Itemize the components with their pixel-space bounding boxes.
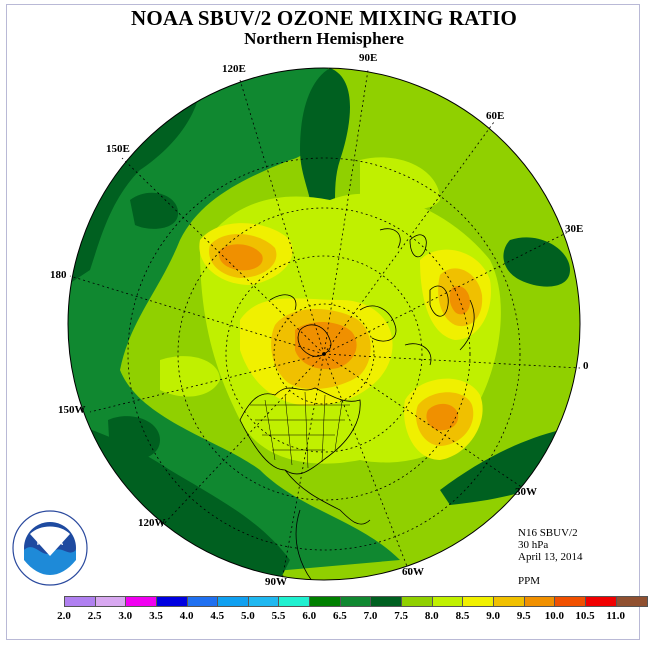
colorbar-swatch	[310, 597, 341, 606]
map-title: NOAA SBUV/2 OZONE MIXING RATIO	[131, 6, 517, 30]
colorbar-swatch	[555, 597, 586, 606]
colorbar-swatch	[585, 597, 617, 606]
date-label: April 13, 2014	[518, 551, 583, 563]
ozone-band-9-5-center	[295, 321, 357, 370]
colorbar-swatch	[340, 597, 372, 606]
colorbar-tick-label: 10.0	[544, 610, 565, 622]
map-subtitle: Northern Hemisphere	[244, 29, 404, 48]
colorbar-tick-label: 2.0	[57, 610, 71, 622]
lon-label-120e: 120E	[222, 63, 246, 75]
colorbar-tick-label: 5.0	[241, 610, 255, 622]
ozone-band-7-0-d	[503, 237, 570, 287]
colorbar-swatch	[371, 597, 403, 606]
svg-text:NOAA: NOAA	[37, 537, 64, 547]
ozone-band-9-5-b	[219, 244, 263, 271]
lon-label-90w: 90W	[265, 576, 287, 588]
colorbar-tick-label: 6.5	[332, 610, 347, 622]
ozone-band-7-0-h	[108, 416, 160, 460]
colorbar-tick-label: 10.5	[575, 610, 595, 622]
ozone-band-7-0-i	[130, 192, 179, 229]
colorbar-tick-label: 2.5	[87, 610, 102, 622]
us-state-borders	[250, 391, 350, 469]
lon-label-30w: 30W	[515, 486, 537, 498]
colorbar-tick-label: 4.5	[210, 610, 225, 622]
colorbar-swatch	[616, 597, 648, 606]
colorbar-tick-label: 3.0	[118, 610, 133, 622]
ozone-band-8-0-b	[360, 157, 440, 210]
colorbar-tick-label: 7.5	[394, 610, 409, 622]
colorbar-tick-label: 3.5	[149, 610, 163, 622]
colorbar-ticks: 2.0 2.5 3.0 3.5 4.0 4.5 5.0 5.5 6.0 6.5 7.0 7.5 8.0 8…	[0, 610, 648, 624]
ozone-band-9-5-d	[426, 403, 459, 431]
colorbar-tick-label: 7.0	[363, 610, 378, 622]
lon-label-90e: 90E	[359, 52, 378, 64]
colorbar-swatch	[463, 597, 494, 606]
colorbar-swatch	[248, 597, 280, 606]
lon-label-150w: 150W	[58, 404, 86, 416]
colorbar-tick-label: 8.0	[424, 610, 439, 622]
colorbar-tick-label: 8.5	[455, 610, 470, 622]
ozone-band-8-0-c	[160, 356, 220, 397]
colorbar-tick-label: 9.5	[516, 610, 531, 622]
lon-label-60e: 60E	[486, 110, 505, 122]
satellite-label: N16 SBUV/2	[518, 527, 578, 539]
colorbar-tick-label: 9.0	[486, 610, 500, 622]
pressure-level-label: 30 hPa	[518, 539, 549, 551]
colorbar-tick-label: 5.5	[271, 610, 286, 622]
colorbar-swatch	[524, 597, 556, 606]
colorbar-swatch	[432, 597, 464, 606]
colorbar-tick-label: 6.0	[302, 610, 317, 622]
colorbar	[64, 596, 648, 607]
colorbar-swatch	[156, 597, 188, 606]
colorbar-swatch	[218, 597, 249, 606]
colorbar-swatch	[126, 597, 157, 606]
lon-label-0: 0	[583, 360, 589, 372]
colorbar-tick-label: 4.0	[179, 610, 194, 622]
coastlines	[239, 228, 475, 580]
colorbar-swatch	[279, 597, 311, 606]
colorbar-swatch	[187, 597, 219, 606]
lon-label-150e: 150E	[106, 143, 130, 155]
lon-label-180: 180	[50, 269, 67, 281]
lon-label-30e: 30E	[565, 223, 584, 235]
colorbar-tick-label: 11.0	[606, 610, 626, 622]
noaa-logo: NOAA	[12, 510, 88, 586]
colorbar-swatch	[493, 597, 525, 606]
units-label: PPM	[518, 575, 541, 587]
lon-label-60w: 60W	[402, 566, 424, 578]
map-border	[67, 67, 581, 581]
colorbar-swatch	[65, 597, 96, 606]
figure-frame	[6, 4, 640, 640]
lon-label-120w: 120W	[138, 517, 166, 529]
colorbar-swatch	[402, 597, 433, 606]
graticule	[69, 69, 581, 581]
ozone-band-7-0-e	[440, 430, 580, 505]
colorbar-swatch	[95, 597, 127, 606]
